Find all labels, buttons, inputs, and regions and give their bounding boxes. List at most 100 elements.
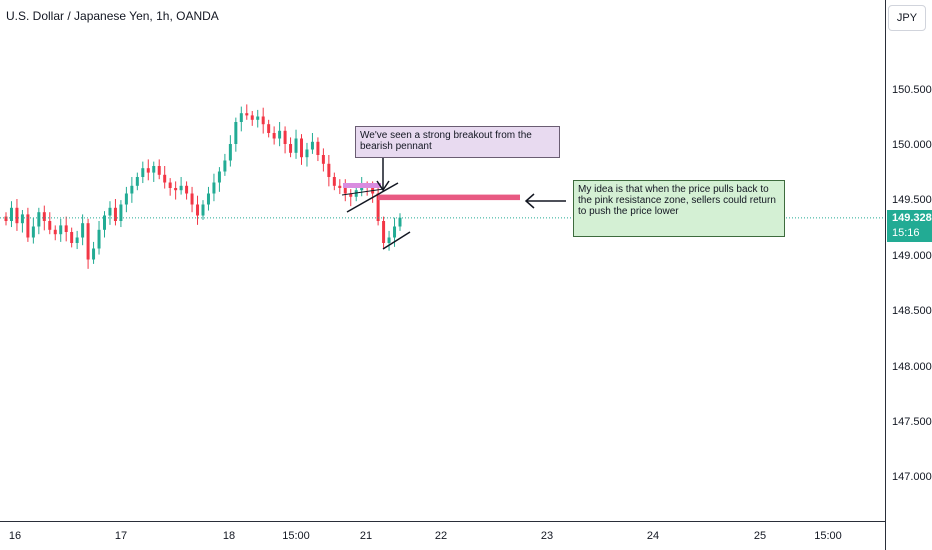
lower-trend-line[interactable]	[382, 231, 411, 250]
candle-body	[327, 163, 331, 177]
candle-body	[300, 138, 303, 158]
candle-body	[97, 229, 101, 249]
breakout-arrowhead	[376, 180, 390, 192]
candle-body	[168, 182, 172, 188]
candle-body	[119, 204, 123, 221]
candle-body	[113, 207, 117, 221]
candle-body	[75, 237, 79, 243]
x-tick-label: 15:00	[814, 530, 842, 542]
candle-body	[305, 149, 309, 158]
candle-body	[81, 223, 85, 238]
candle-body	[332, 177, 336, 186]
candle-body	[179, 185, 183, 191]
pennant-box[interactable]	[343, 183, 381, 188]
x-tick-label: 25	[754, 530, 766, 542]
bar-countdown: 15:16	[892, 227, 920, 239]
candle-body	[217, 171, 221, 183]
currency-button[interactable]: JPY	[888, 5, 926, 31]
candle-body	[141, 168, 145, 177]
candle-body	[190, 193, 194, 205]
candle-body	[245, 113, 249, 116]
x-tick-label: 17	[115, 530, 127, 542]
candle-body	[42, 212, 46, 221]
candle-body	[31, 226, 35, 238]
candle-body	[212, 182, 216, 194]
price-axis-divider	[885, 0, 886, 550]
candle-body	[92, 248, 96, 260]
candle-body	[4, 216, 8, 221]
candle-body	[86, 223, 90, 260]
y-tick-label: 149.500	[892, 194, 932, 206]
candle-body	[206, 193, 210, 205]
candle-body	[250, 115, 254, 120]
candle-body	[267, 124, 271, 133]
pennant-upper-line[interactable]	[346, 182, 399, 213]
candle-body	[349, 193, 353, 197]
candle-body	[59, 225, 63, 235]
y-tick-label: 148.500	[892, 305, 932, 317]
candle-body	[185, 185, 189, 194]
annotation-idea-note[interactable]: My idea is that when the price pulls bac…	[573, 180, 785, 237]
candle-body	[135, 177, 139, 186]
resistance-zone[interactable]	[378, 194, 520, 201]
idea-arrowhead	[524, 193, 535, 209]
candle-body	[37, 212, 41, 227]
y-tick-label: 147.000	[892, 471, 932, 483]
candle-body	[157, 166, 161, 175]
candle-body	[278, 130, 282, 139]
candle-body	[163, 174, 167, 183]
candle-body	[393, 226, 397, 238]
candle-body	[272, 133, 276, 139]
y-tick-label: 150.000	[892, 139, 932, 151]
candle-body	[316, 141, 320, 155]
y-tick-label: 150.500	[892, 84, 932, 96]
y-tick-label: 148.000	[892, 361, 932, 373]
candle-body	[9, 207, 13, 221]
candle-body	[146, 168, 150, 173]
x-tick-label: 22	[435, 530, 447, 542]
candle-body	[387, 237, 391, 243]
candle-body	[239, 113, 243, 122]
pennant-lower-line[interactable]	[341, 188, 385, 196]
candle-body	[64, 225, 68, 232]
candle-body	[201, 204, 205, 216]
candle-body	[26, 214, 30, 238]
candle-body	[234, 122, 238, 144]
annotation-breakout-note[interactable]: We've seen a strong breakout from the be…	[355, 126, 560, 158]
candle-body	[289, 144, 293, 153]
x-tick-label: 23	[541, 530, 553, 542]
candle-body	[256, 116, 260, 120]
candle-body	[108, 207, 112, 216]
candle-body	[152, 166, 156, 173]
candle-body	[48, 221, 52, 230]
candle-body	[310, 141, 314, 150]
x-tick-label: 16	[9, 530, 21, 542]
current-price-label: 149.328 15:16	[887, 210, 932, 242]
current-price-value: 149.328	[892, 212, 932, 224]
candle-body	[283, 130, 287, 144]
candle-body	[174, 188, 178, 191]
candle-body	[398, 217, 402, 227]
x-tick-label: 15:00	[282, 530, 310, 542]
candle-body	[261, 116, 265, 125]
candle-body	[70, 232, 74, 243]
candle-body	[354, 190, 358, 197]
candle-body	[53, 229, 57, 235]
candle-body	[294, 138, 298, 153]
chart-title: U.S. Dollar / Japanese Yen, 1h, OANDA	[6, 9, 219, 23]
x-tick-label: 21	[360, 530, 372, 542]
candle-body	[20, 214, 24, 224]
candle-body	[338, 185, 342, 188]
candle-body	[223, 160, 227, 172]
candle-body	[376, 193, 380, 221]
y-tick-label: 149.000	[892, 250, 932, 262]
candle-body	[103, 215, 106, 230]
candle-body	[15, 207, 19, 224]
candle-body	[321, 155, 325, 164]
y-tick-label: 147.500	[892, 416, 932, 428]
candle-body	[343, 188, 347, 194]
candle-body	[130, 185, 134, 194]
x-tick-label: 24	[647, 530, 659, 542]
